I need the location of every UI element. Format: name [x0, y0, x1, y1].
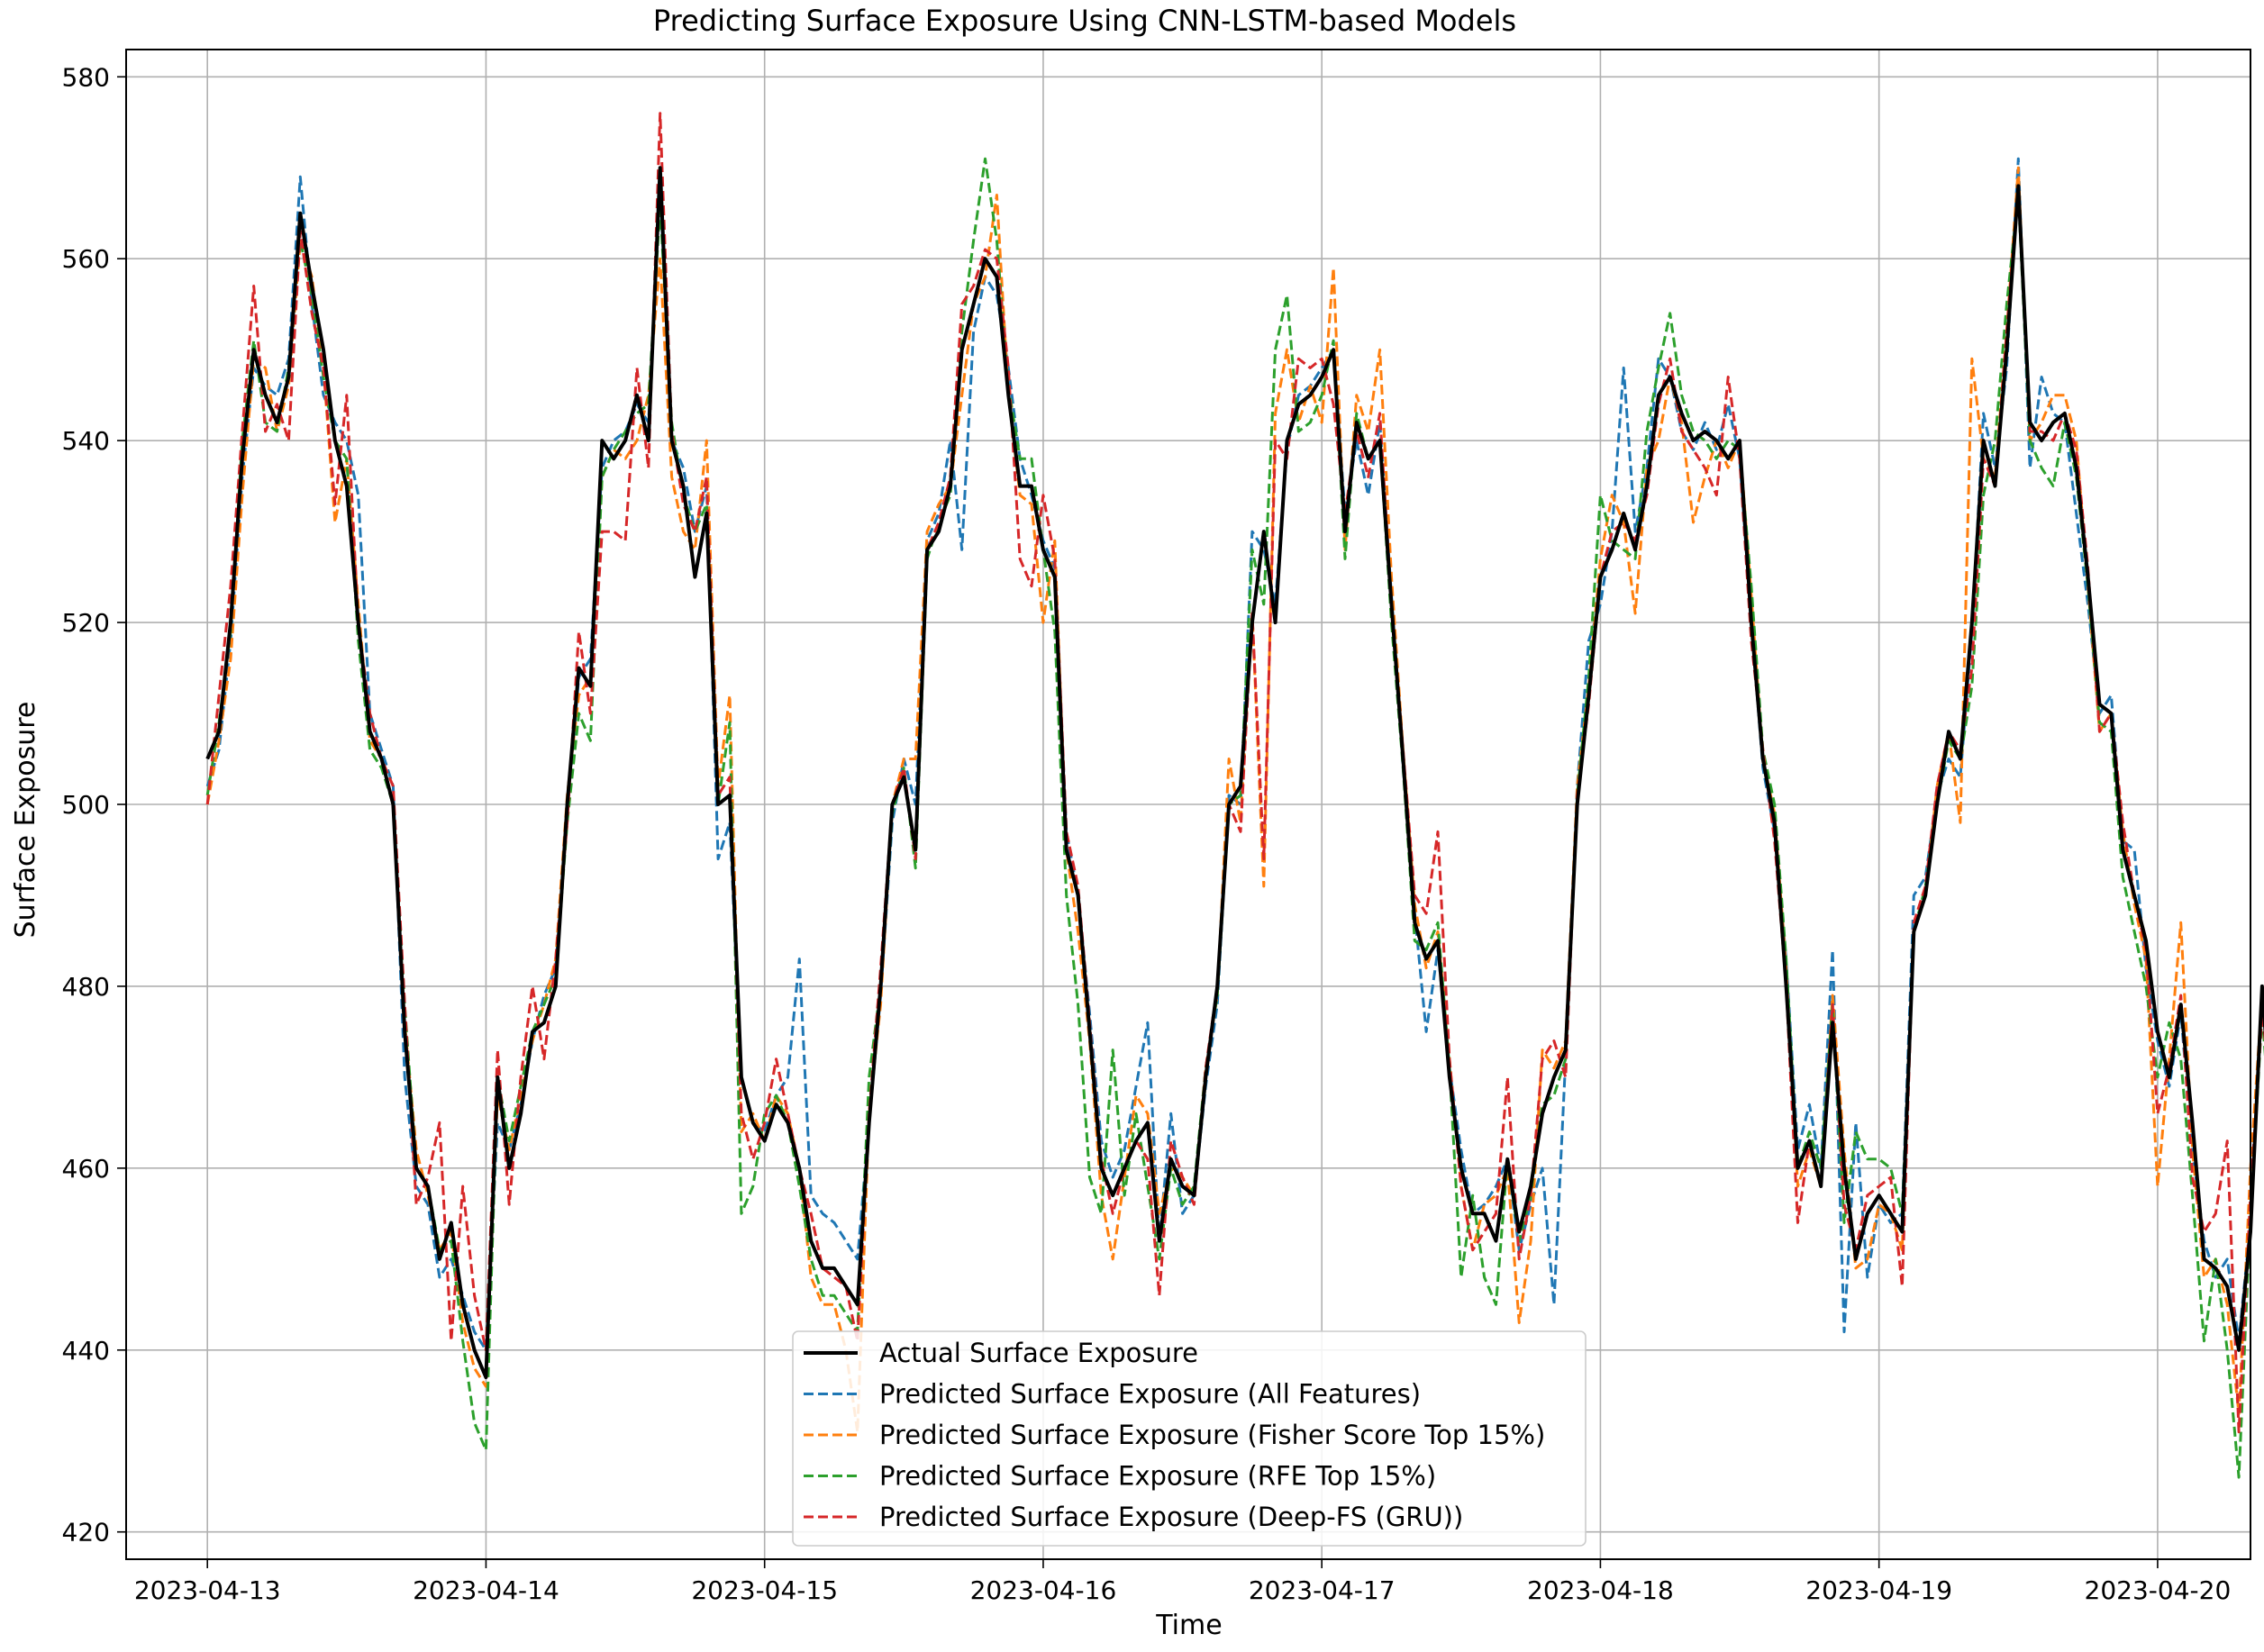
y-tick-label: 420 — [62, 1518, 110, 1548]
y-tick-label: 460 — [62, 1154, 110, 1184]
x-tick-label: 2023-04-20 — [2085, 1575, 2232, 1605]
x-tick-label: 2023-04-19 — [1805, 1575, 1952, 1605]
y-tick-label: 580 — [62, 62, 110, 92]
x-tick-label: 2023-04-18 — [1527, 1575, 1674, 1605]
axis-ticks: 2023-04-13 2023-04-14 2023-04-15 2023-04-16… — [62, 62, 2232, 1605]
x-tick-label: 2023-04-13 — [134, 1575, 281, 1605]
x-tick-label: 2023-04-15 — [691, 1575, 838, 1605]
y-tick-label: 520 — [62, 608, 110, 638]
x-tick-label: 2023-04-17 — [1249, 1575, 1396, 1605]
y-tick-label: 440 — [62, 1336, 110, 1366]
x-axis-label: Time — [1155, 1610, 1222, 1641]
x-tick-label: 2023-04-14 — [413, 1575, 559, 1605]
y-tick-label: 560 — [62, 244, 110, 274]
series-lines — [205, 112, 2264, 1479]
legend-box — [792, 1330, 1587, 1547]
chart-title: Predicting Surface Exposure Using CNN-LS… — [653, 4, 1516, 38]
legend-label: Actual Surface Exposure — [879, 1338, 1198, 1368]
x-tick-label: 2023-04-16 — [970, 1575, 1117, 1605]
legend-label: Predicted Surface Exposure (Fisher Score… — [879, 1420, 1545, 1450]
legend: Actual Surface Exposure Predicted Surface… — [792, 1330, 1587, 1547]
legend-label: Predicted Surface Exposure (All Features… — [879, 1379, 1421, 1410]
y-axis-label: Surface Exposure — [10, 702, 41, 939]
legend-label: Predicted Surface Exposure (Deep-FS (GRU… — [879, 1502, 1463, 1532]
legend-label: Predicted Surface Exposure (RFE Top 15%) — [879, 1461, 1436, 1492]
y-tick-label: 500 — [62, 790, 110, 820]
y-tick-label: 540 — [62, 426, 110, 456]
y-tick-label: 480 — [62, 972, 110, 1002]
series-line-0 — [205, 166, 2264, 1380]
